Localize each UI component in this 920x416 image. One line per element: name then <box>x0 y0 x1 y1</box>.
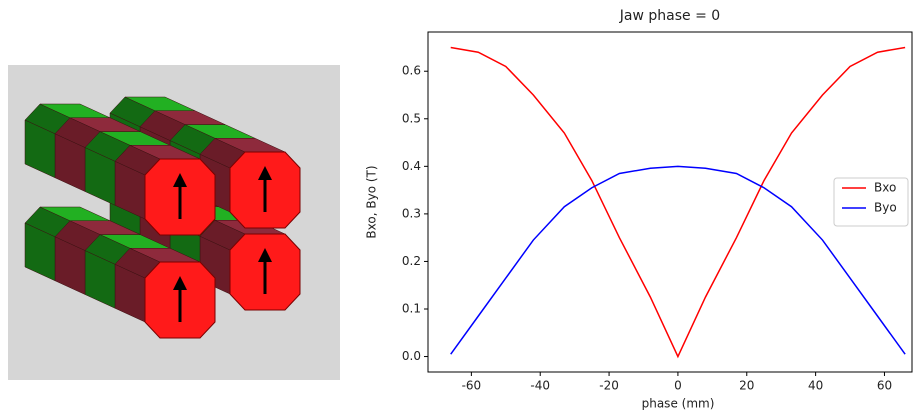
y-tick-label: 0.4 <box>402 159 421 173</box>
magnet-block <box>24 206 216 339</box>
x-tick-label: 60 <box>877 379 892 393</box>
magnet-arrowhead <box>258 166 272 180</box>
x-tick-label: 40 <box>808 379 823 393</box>
chart-title: Jaw phase = 0 <box>619 8 720 24</box>
magnet-arrowhead <box>258 248 272 262</box>
y-tick-label: 0.6 <box>402 64 421 78</box>
y-tick-label: 0.3 <box>402 206 421 220</box>
y-tick-label: 0.2 <box>402 254 421 268</box>
magnet-render <box>24 96 301 339</box>
magnet-face <box>124 96 196 111</box>
magnet-face <box>39 103 111 118</box>
plot-frame <box>427 31 913 373</box>
x-tick-label: -40 <box>530 379 550 393</box>
chart: Jaw phase = 0 phase (mm) Bxo, Byo (T) 0.… <box>365 8 913 411</box>
y-tick-label: 0.0 <box>402 349 421 363</box>
legend-box <box>833 177 909 227</box>
legend-label: Bxo <box>874 181 896 195</box>
y-tick-label: 0.5 <box>402 111 421 125</box>
data-line <box>450 165 906 355</box>
y-axis-label: Bxo, Byo (T) <box>365 165 379 238</box>
x-tick-label: 20 <box>739 379 754 393</box>
legend-label: Byo <box>874 201 897 215</box>
x-axis-label: phase (mm) <box>642 397 715 411</box>
magnet-arrowhead <box>173 276 187 290</box>
x-tick-label: -20 <box>599 379 619 393</box>
magnet-block <box>24 103 216 236</box>
y-tick-label: 0.1 <box>402 301 421 315</box>
x-tick-label: 0 <box>674 379 682 393</box>
x-tick-label: -60 <box>462 379 482 393</box>
magnet-face <box>39 206 111 221</box>
data-line <box>450 46 906 359</box>
magnet-arrowhead <box>173 173 187 187</box>
